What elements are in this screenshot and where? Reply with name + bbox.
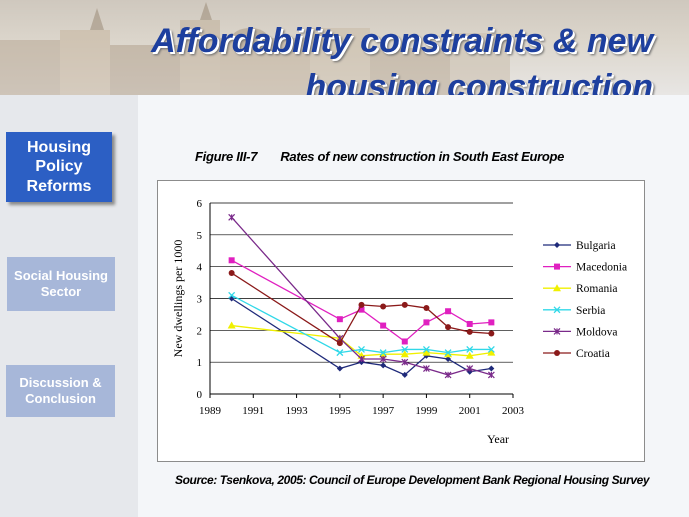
data-point-serbia [379,349,387,357]
legend-marker-romania [553,284,561,292]
x-tick-label: 1989 [199,405,222,417]
data-point-croatia [466,328,473,335]
y-tick-label: 5 [197,230,203,242]
data-point-bulgaria [380,362,387,369]
data-point-moldova [379,355,387,363]
data-point-serbia [336,349,344,357]
data-point-romania [422,348,431,356]
legend-marker-macedonia [554,263,560,270]
data-point-croatia [228,270,235,277]
data-point-macedonia [488,319,495,326]
data-point-macedonia [445,308,452,315]
data-point-moldova [401,358,409,366]
data-point-serbia [228,291,236,299]
data-point-romania [487,348,496,356]
data-point-moldova [444,371,452,379]
data-point-romania [465,351,474,359]
source-note: Source: Tsenkova, 2005: Council of Europ… [175,473,650,487]
data-point-macedonia [380,322,387,329]
legend-marker-serbia [553,306,561,314]
legend-label-croatia: Croatia [576,348,610,360]
x-axis-label: Year [487,432,509,446]
x-tick-label: 1997 [372,405,395,417]
x-tick-label: 1999 [415,405,438,417]
data-point-macedonia [401,338,408,345]
data-point-serbia [466,345,474,353]
data-point-bulgaria [401,371,408,378]
series-line-moldova [231,216,492,376]
legend-label-bulgaria: Bulgaria [576,240,616,252]
legend-label-macedonia: Macedonia [576,262,627,274]
data-point-bulgaria [336,365,343,372]
data-point-croatia [401,301,408,308]
nav-housing-policy-reforms[interactable]: Housing Policy Reforms [6,132,112,202]
data-point-bulgaria [488,365,495,372]
data-point-croatia [358,301,365,308]
legend-label-serbia: Serbia [576,305,605,317]
data-point-macedonia [336,316,343,323]
data-point-croatia [336,340,343,347]
data-point-moldova [423,365,430,372]
y-tick-label: 6 [197,198,203,210]
data-point-croatia [445,324,452,331]
y-tick-label: 1 [197,357,203,369]
data-point-serbia [444,349,452,357]
data-point-serbia [401,345,409,353]
y-tick-label: 2 [197,325,203,337]
data-point-serbia [422,345,430,353]
data-point-bulgaria [445,355,452,362]
data-point-romania [227,321,236,329]
data-point-moldova [487,371,495,379]
legend-marker-bulgaria [554,242,560,248]
figure-title: Figure III-7 Rates of new construction i… [195,149,565,164]
y-tick-label: 0 [197,389,203,401]
data-point-romania [400,350,409,358]
chart-frame: 0 1 2 3 4 5 6 1989 1991 1993 1995 1997 1999 2001 2003 N… [157,180,645,462]
data-point-croatia [488,330,495,337]
slide-title-line1: Affordability constraints & new [151,22,653,60]
legend-marker-croatia [554,350,560,356]
data-point-macedonia [423,319,430,326]
data-point-moldova [466,365,474,372]
data-point-macedonia [466,320,473,327]
data-point-croatia [423,305,430,312]
nav-social-housing-sector[interactable]: Social Housing Sector [7,257,115,311]
nav-discussion-conclusion[interactable]: Discussion & Conclusion [6,365,115,417]
data-point-moldova [228,213,236,221]
data-point-moldova [358,355,365,363]
data-point-macedonia [228,257,235,264]
y-axis-label: New dwellings per 1000 [171,240,185,358]
data-point-serbia [358,345,365,353]
x-tick-label: 1993 [286,405,309,417]
x-tick-label: 1995 [329,405,352,417]
data-point-bulgaria [423,352,430,359]
x-tick-label: 1991 [242,405,264,417]
data-point-croatia [380,303,387,310]
y-tick-label: 4 [197,262,203,274]
legend-label-romania: Romania [576,283,618,295]
x-tick-label: 2003 [502,405,525,417]
data-point-serbia [487,345,495,353]
line-chart: 0 1 2 3 4 5 6 1989 1991 1993 1995 1997 1999 2001 2003 N… [171,198,627,446]
legend-marker-moldova [553,327,561,335]
x-tick-label: 2001 [459,405,481,417]
data-point-macedonia [358,306,365,313]
city-photo-backdrop [0,2,510,95]
y-tick-label: 3 [197,294,203,306]
legend-label-moldova: Moldova [576,326,618,338]
series-line-macedonia [231,259,492,343]
